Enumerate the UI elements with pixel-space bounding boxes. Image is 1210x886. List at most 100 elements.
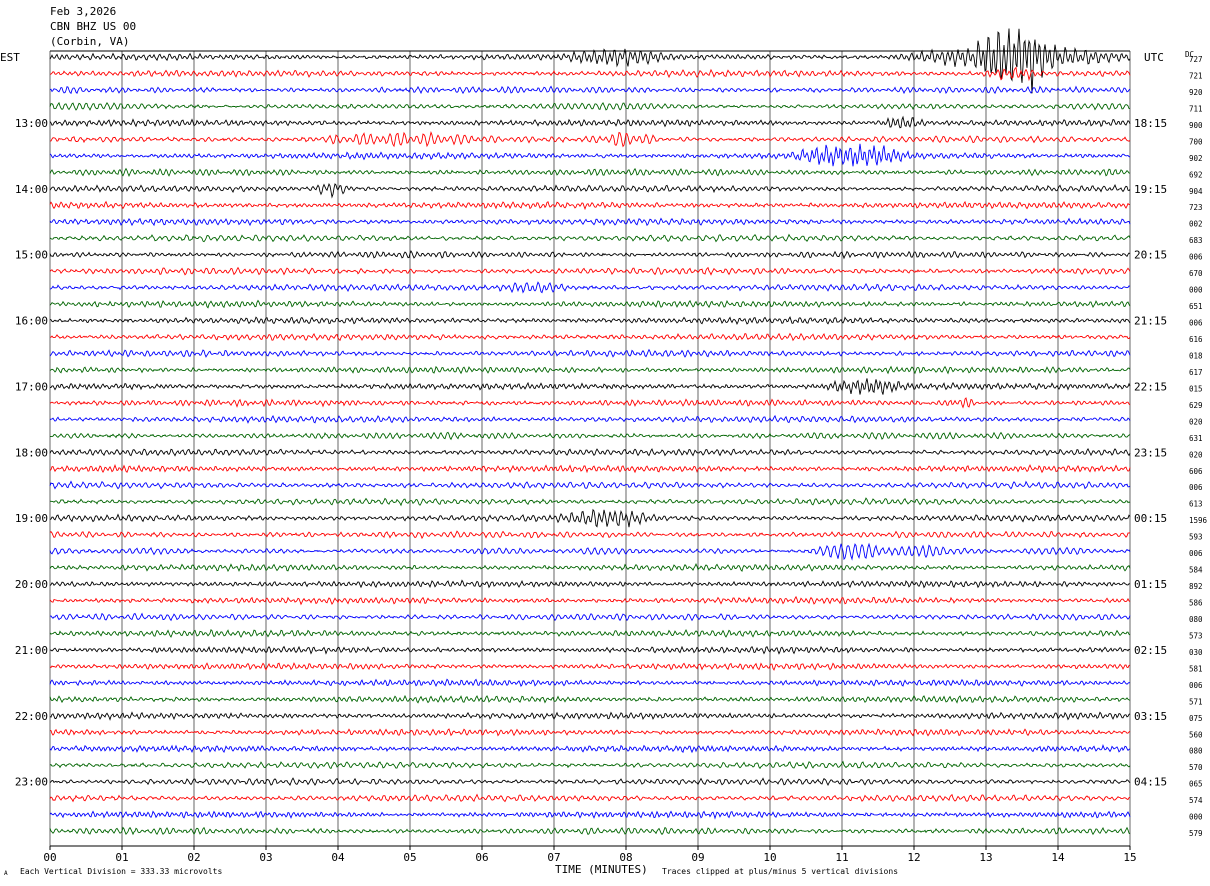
trace-8	[49, 167, 1131, 178]
dc-value: 018	[1189, 351, 1203, 360]
dc-value: 006	[1189, 681, 1203, 690]
dc-value: 000	[1189, 813, 1203, 822]
dc-value: 723	[1189, 203, 1203, 212]
dc-value: 616	[1189, 335, 1203, 344]
dc-value: 900	[1189, 121, 1203, 130]
trace-18	[50, 332, 1131, 342]
trace-43	[49, 744, 1131, 754]
trace-39	[49, 678, 1131, 688]
dc-value: 574	[1189, 796, 1203, 805]
dc-value: 902	[1189, 154, 1203, 163]
dc-value: 573	[1189, 631, 1203, 640]
trace-6	[49, 131, 1131, 148]
left-hour-label: 21:00	[15, 644, 48, 657]
trace-2	[49, 66, 1131, 82]
trace-21	[49, 378, 1131, 395]
trace-46	[49, 793, 1131, 803]
trace-34	[49, 595, 1131, 606]
trace-9	[49, 183, 1131, 199]
trace-23	[49, 414, 1131, 424]
dc-value: 651	[1189, 302, 1203, 311]
dc-value: 617	[1189, 368, 1203, 377]
right-hour-label: 04:15	[1134, 776, 1167, 789]
trace-25	[49, 447, 1131, 457]
dc-value: 586	[1189, 599, 1203, 608]
trace-42	[49, 728, 1131, 737]
dc-value: 683	[1189, 236, 1203, 245]
dc-value: 670	[1189, 269, 1203, 278]
x-axis-title: TIME (MINUTES)	[555, 863, 648, 876]
dc-value: 721	[1189, 71, 1203, 80]
trace-12	[49, 233, 1131, 243]
x-tick-label: 02	[187, 851, 200, 864]
trace-3	[49, 85, 1131, 95]
left-hour-label: 18:00	[15, 446, 48, 459]
trace-20	[49, 365, 1131, 375]
right-hour-label: 03:15	[1134, 710, 1167, 723]
right-hour-label: 00:15	[1134, 512, 1167, 525]
right-hour-label: 21:15	[1134, 315, 1167, 328]
x-tick-label: 13	[979, 851, 992, 864]
left-hour-label: 13:00	[15, 117, 48, 130]
dc-value: 006	[1189, 483, 1203, 492]
left-hour-label: 22:00	[15, 710, 48, 723]
header-date: Feb 3,2026	[50, 5, 117, 18]
x-tick-label: 12	[907, 851, 920, 864]
dc-value: 020	[1189, 417, 1203, 426]
trace-40	[49, 694, 1131, 704]
dc-value: 075	[1189, 714, 1203, 723]
dc-value: 065	[1189, 780, 1203, 789]
trace-22	[49, 397, 1131, 409]
dc-value: 606	[1189, 467, 1203, 476]
dc-value: 593	[1189, 533, 1203, 542]
left-hour-label: 20:00	[15, 578, 48, 591]
trace-45	[49, 777, 1131, 787]
dc-value: 015	[1189, 384, 1203, 393]
right-hour-label: 19:15	[1134, 183, 1167, 196]
dc-value: 006	[1189, 549, 1203, 558]
trace-48	[49, 826, 1131, 836]
trace-44	[49, 760, 1131, 770]
trace-14	[49, 266, 1131, 276]
left-hour-label: 17:00	[15, 380, 48, 393]
x-tick-label: 14	[1051, 851, 1065, 864]
trace-4	[49, 101, 1131, 111]
x-tick-label: 04	[331, 851, 345, 864]
x-tick-label: 10	[763, 851, 776, 864]
x-tick-label: 01	[115, 851, 128, 864]
trace-28	[49, 497, 1131, 507]
trace-29	[49, 508, 1131, 528]
left-hour-label: 23:00	[15, 776, 48, 789]
dc-value: 584	[1189, 566, 1203, 575]
left-hour-label: 16:00	[15, 315, 48, 328]
x-tick-label: 06	[475, 851, 488, 864]
dc-value: 579	[1189, 829, 1203, 838]
x-tick-label: 09	[691, 851, 704, 864]
trace-47	[49, 810, 1131, 820]
x-tick-label: 07	[547, 851, 560, 864]
dc-value: 711	[1189, 104, 1203, 113]
right-hour-label: 23:15	[1134, 446, 1167, 459]
right-hour-label: 22:15	[1134, 380, 1167, 393]
trace-27	[49, 480, 1131, 490]
trace-30	[49, 530, 1131, 540]
dc-value: 1596	[1189, 516, 1208, 525]
axis-labels: EST UTC DC 13:00 14:00 15:00 16:00 17:00 18:00 19…	[0, 50, 1208, 864]
right-timezone-label: UTC	[1144, 51, 1164, 64]
time-grid	[49, 50, 1131, 850]
right-hour-label: 02:15	[1134, 644, 1167, 657]
clipping-note: Traces clipped at plus/minus 5 vertical …	[662, 867, 899, 876]
dc-value: 700	[1189, 137, 1203, 146]
dc-value: 892	[1189, 582, 1203, 591]
corner-mark: A	[4, 870, 8, 877]
dc-value: 571	[1189, 697, 1203, 706]
left-hour-label: 19:00	[15, 512, 48, 525]
x-tick-label: 08	[619, 851, 632, 864]
dc-value: 006	[1189, 319, 1203, 328]
left-hour-label: 14:00	[15, 183, 48, 196]
x-tick-label: 11	[835, 851, 848, 864]
trace-35	[49, 612, 1131, 622]
trace-24	[49, 431, 1131, 441]
seismic-traces	[49, 28, 1131, 836]
